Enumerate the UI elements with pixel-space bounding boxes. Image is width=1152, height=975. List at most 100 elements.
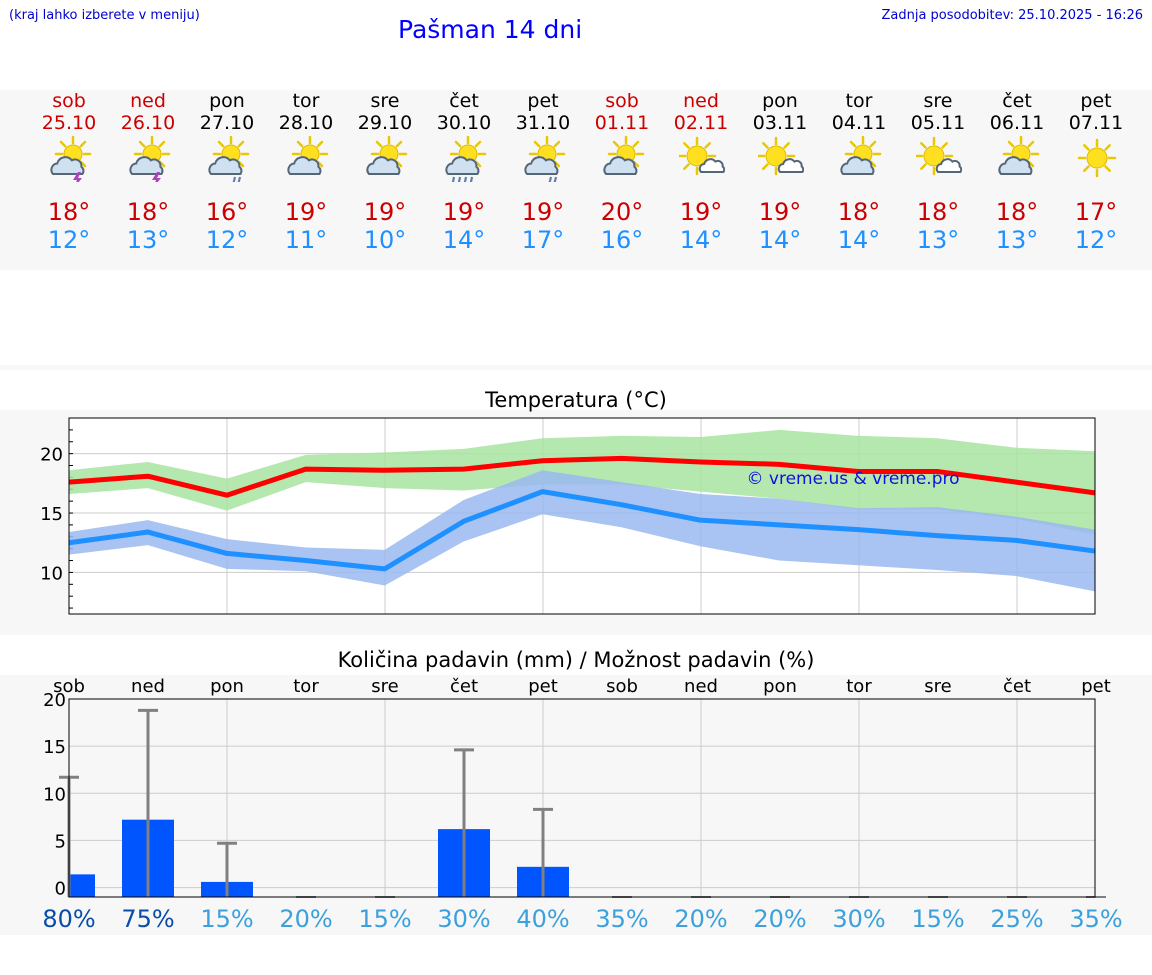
precipitation-chance: 80% xyxy=(42,905,95,933)
max-temperature: 19° xyxy=(363,198,407,226)
day-date: 29.10 xyxy=(357,112,413,134)
min-temperature: 17° xyxy=(521,226,565,254)
max-temperature: 19° xyxy=(758,198,802,226)
day-name: sob xyxy=(605,90,639,112)
location-hint: (kraj lahko izberete v meniju) xyxy=(9,8,200,23)
precipitation-chance: 15% xyxy=(358,905,411,933)
max-temperature: 18° xyxy=(126,198,170,226)
day-name: ned xyxy=(683,90,719,112)
y-tick-label: 10 xyxy=(40,563,63,584)
max-temperature: 19° xyxy=(284,198,328,226)
precipitation-chance: 75% xyxy=(121,905,174,933)
page-title: Pašman 14 dni xyxy=(398,15,583,44)
min-temperature: 12° xyxy=(1074,226,1118,254)
x-tick-label: ned xyxy=(684,676,718,697)
x-tick-label: pon xyxy=(210,676,244,697)
separator xyxy=(0,365,1152,370)
plot-area xyxy=(69,699,1095,897)
x-tick-label: pet xyxy=(528,676,558,697)
day-name: sob xyxy=(52,90,86,112)
min-temperature: 14° xyxy=(679,226,723,254)
day-name: čet xyxy=(449,90,479,112)
y-tick-label: 5 xyxy=(55,831,66,852)
x-tick-label: pon xyxy=(763,676,797,697)
sun-cloud-thunder-icon xyxy=(129,136,171,182)
precipitation-chance: 25% xyxy=(990,905,1043,933)
min-temperature: 12° xyxy=(205,226,249,254)
max-temperature: 19° xyxy=(521,198,565,226)
precipitation-chance: 15% xyxy=(911,905,964,933)
min-temperature: 13° xyxy=(995,226,1039,254)
watermark: © vreme.us & vreme.pro xyxy=(746,469,959,489)
sun-cloud-icon xyxy=(998,136,1040,175)
precipitation-chart-title: Količina padavin (mm) / Možnost padavin … xyxy=(337,648,815,672)
min-temperature: 10° xyxy=(363,226,407,254)
x-tick-label: ned xyxy=(131,676,165,697)
precipitation-chance: 15% xyxy=(200,905,253,933)
precipitation-chance: 30% xyxy=(832,905,885,933)
x-tick-label: čet xyxy=(1003,676,1031,697)
day-name: ned xyxy=(130,90,166,112)
day-name: pet xyxy=(527,90,559,112)
day-name: pon xyxy=(209,90,245,112)
min-temperature: 14° xyxy=(837,226,881,254)
x-tick-label: sob xyxy=(606,676,638,697)
sun-cloud-icon xyxy=(366,136,408,175)
sun-small-cloud-icon xyxy=(758,136,804,176)
precipitation-chance: 20% xyxy=(753,905,806,933)
precipitation-chance: 20% xyxy=(279,905,332,933)
max-temperature: 16° xyxy=(205,198,249,226)
sun-cloud-thunder-icon xyxy=(50,136,92,182)
last-updated: Zadnja posodobitev: 25.10.2025 - 16:26 xyxy=(881,8,1143,23)
y-tick-label: 15 xyxy=(40,504,63,525)
day-date: 30.10 xyxy=(436,112,492,134)
precipitation-chance: 35% xyxy=(595,905,648,933)
plot-frame xyxy=(68,698,1096,898)
max-temperature: 18° xyxy=(837,198,881,226)
sun-cloud-icon xyxy=(603,136,645,175)
day-date: 05.11 xyxy=(910,112,966,134)
y-tick-label: 20 xyxy=(40,445,63,466)
day-date: 01.11 xyxy=(594,112,650,134)
min-temperature: 12° xyxy=(47,226,91,254)
sun-icon xyxy=(1077,138,1117,178)
plot-frame xyxy=(68,417,1096,615)
precipitation-chance: 20% xyxy=(674,905,727,933)
sun-cloud-rain-icon xyxy=(208,136,250,182)
temperature-chart: 10 15 20 © vreme.us & vreme.pro xyxy=(40,417,1096,615)
min-temperature: 11° xyxy=(284,226,328,254)
x-tick-label: pet xyxy=(1081,676,1111,697)
min-temperature: 14° xyxy=(442,226,486,254)
day-date: 27.10 xyxy=(199,112,255,134)
day-date: 04.11 xyxy=(831,112,887,134)
max-temperature-line xyxy=(68,455,1096,498)
y-tick-label: 15 xyxy=(43,737,66,758)
day-name: pet xyxy=(1080,90,1112,112)
day-date: 31.10 xyxy=(515,112,571,134)
sun-cloud-icon xyxy=(287,136,329,175)
day-date: 26.10 xyxy=(120,112,176,134)
x-tick-label: sre xyxy=(924,676,951,697)
temperature-chart-title: Temperatura (°C) xyxy=(485,388,667,412)
sun-small-cloud-icon xyxy=(679,136,725,176)
x-tick-label: sob xyxy=(53,676,85,697)
min-temperature: 14° xyxy=(758,226,802,254)
max-temperature: 19° xyxy=(679,198,723,226)
precipitation-chance: 30% xyxy=(437,905,490,933)
x-tick-label: sre xyxy=(371,676,398,697)
day-date: 07.11 xyxy=(1068,112,1124,134)
min-temperature: 13° xyxy=(916,226,960,254)
forecast-band xyxy=(0,90,1152,270)
day-date: 28.10 xyxy=(278,112,334,134)
day-date: 03.11 xyxy=(752,112,808,134)
sun-cloud-rain-icon xyxy=(524,136,566,182)
daily-forecast: sob 25.10 18° 12° ned 26.10 18° 13° pon 27.10 16° 1… xyxy=(0,90,1152,270)
x-tick-label: tor xyxy=(846,676,872,697)
day-name: tor xyxy=(292,90,320,112)
day-name: čet xyxy=(1002,90,1032,112)
sun-cloud-heavy-rain-icon xyxy=(445,136,487,182)
y-tick-label: 10 xyxy=(43,784,66,805)
y-tick-label: 0 xyxy=(55,879,66,900)
max-temperature: 20° xyxy=(600,198,644,226)
